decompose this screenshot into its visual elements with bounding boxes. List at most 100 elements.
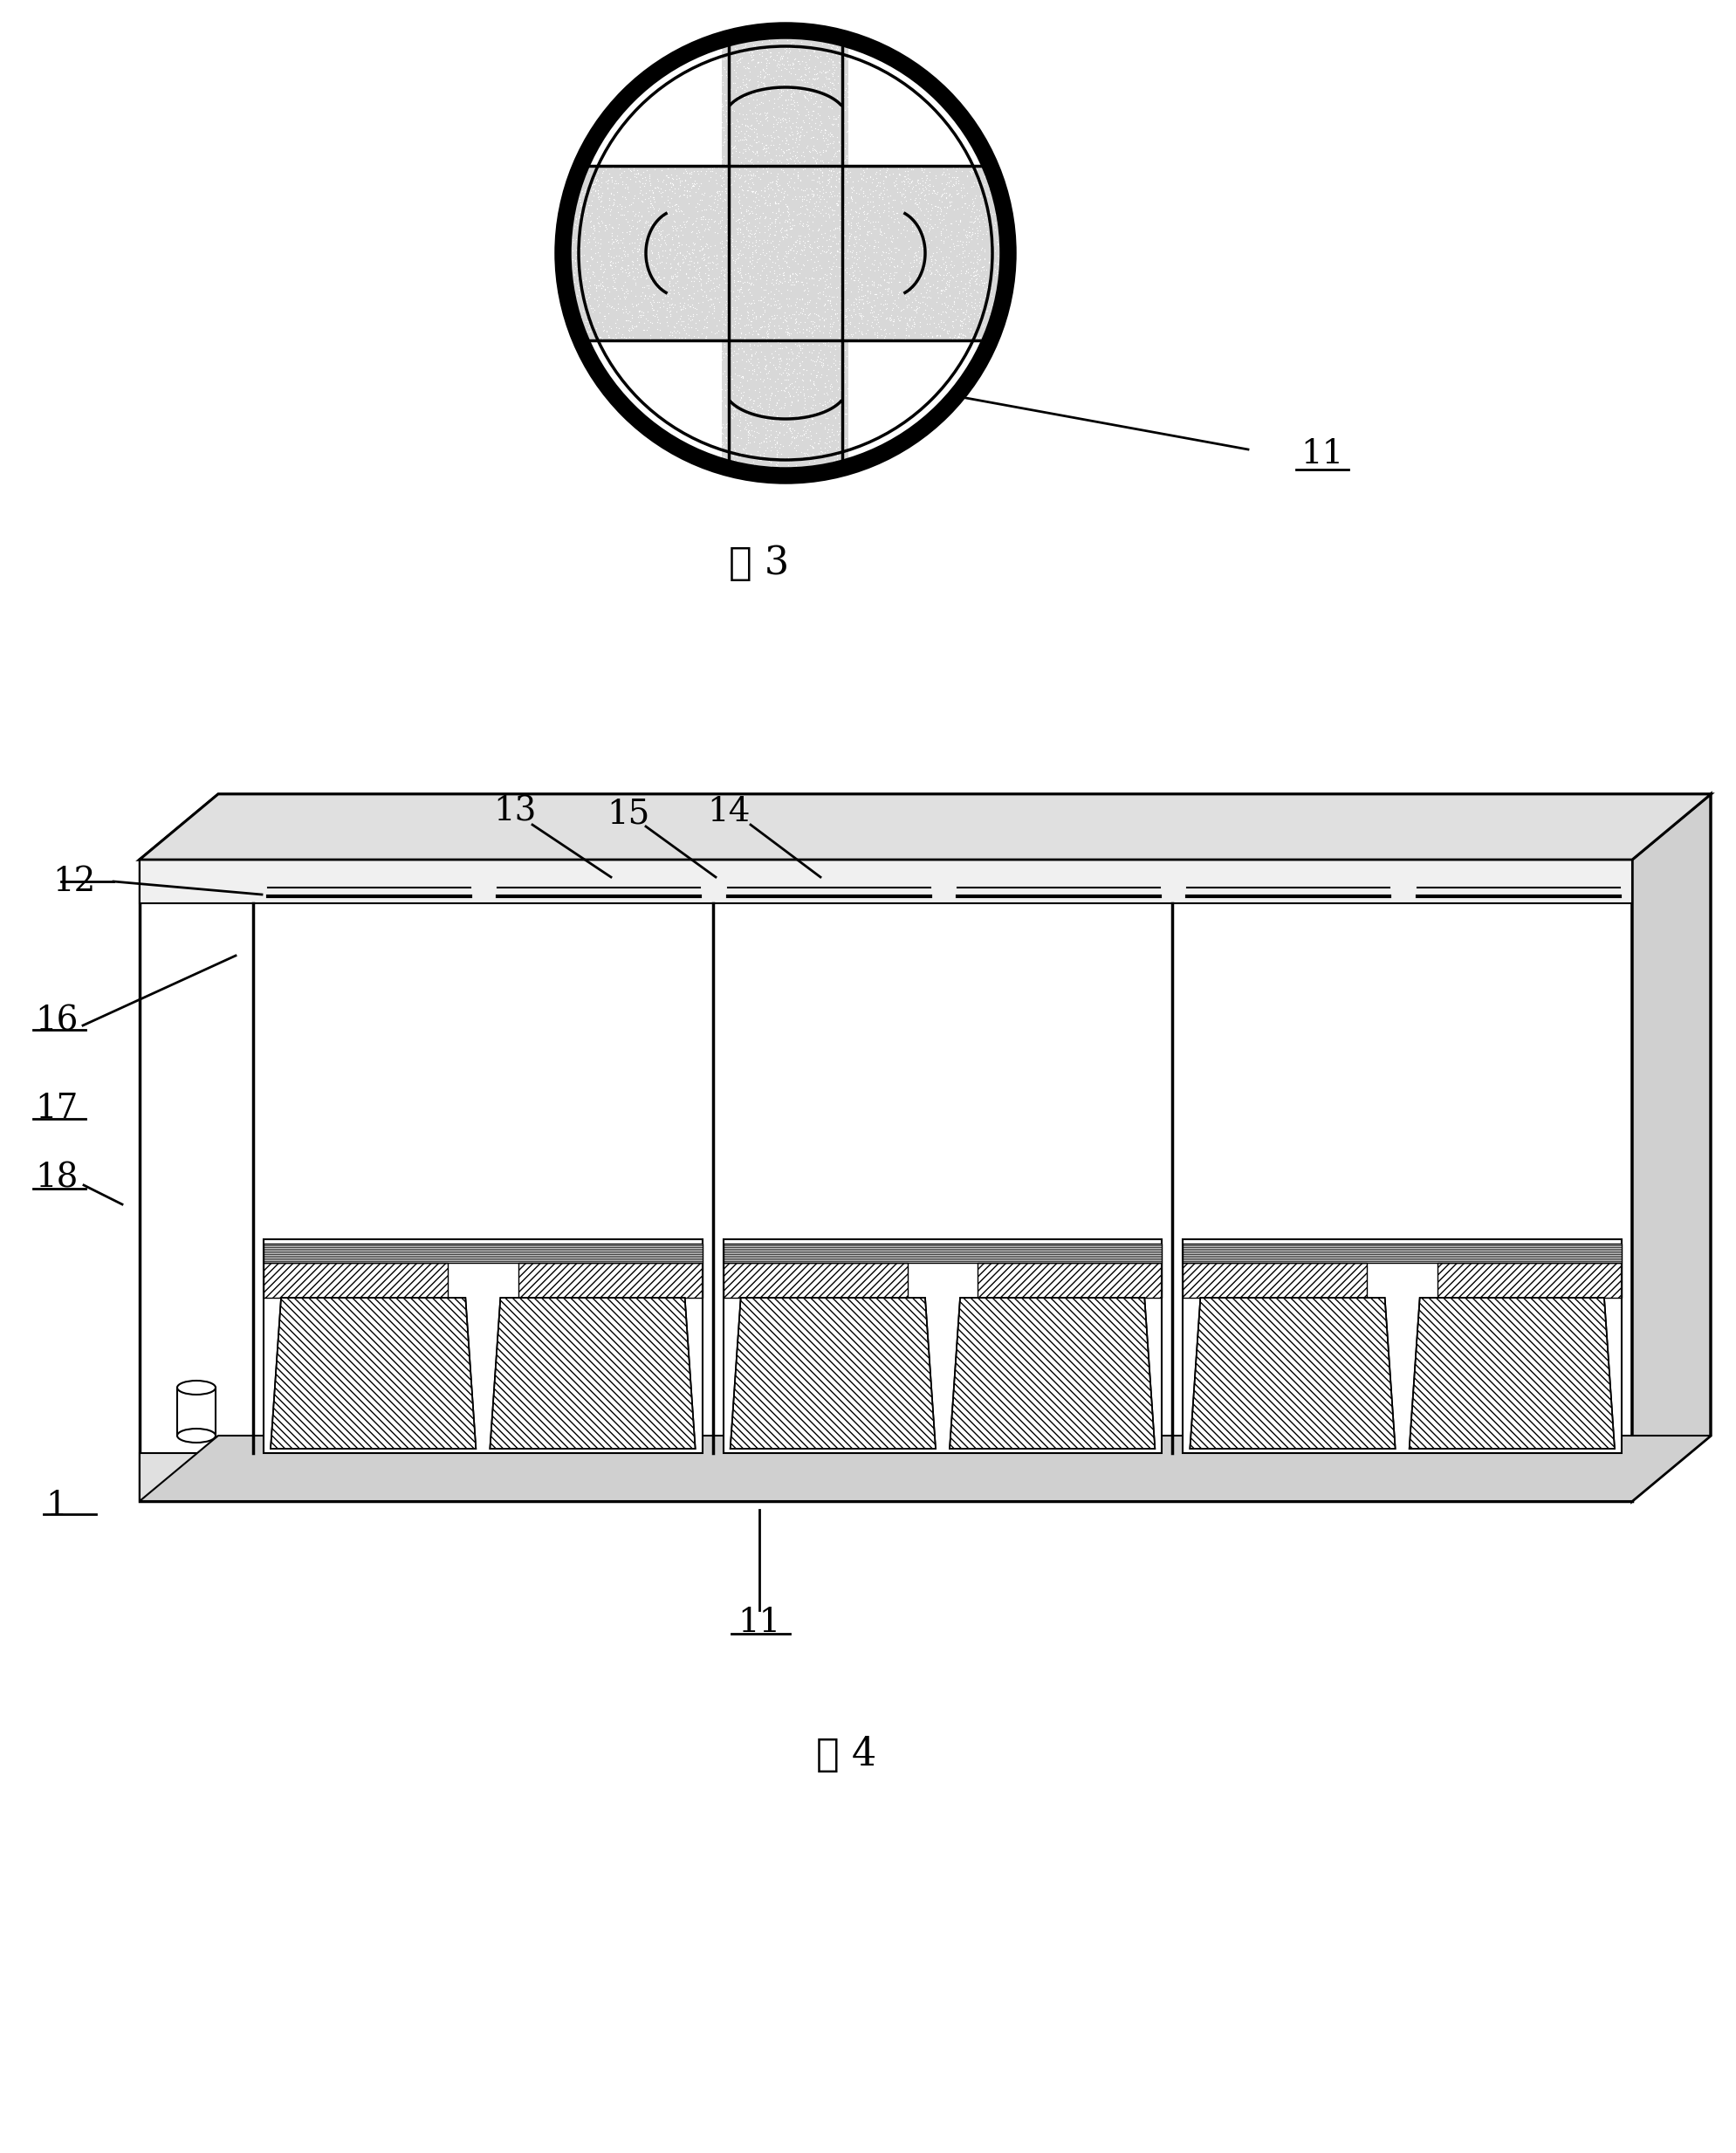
Point (764, 105, 792, 140)
Point (729, 431, 757, 465)
Point (972, 293, 1000, 327)
Point (828, 196, 856, 230)
Point (708, 424, 736, 459)
Point (809, 349, 837, 383)
Point (840, 34, 868, 69)
Point (757, 446, 785, 480)
Point (726, 273, 753, 308)
Point (887, 110, 915, 144)
Point (727, 377, 755, 411)
Point (653, 159, 681, 194)
Point (729, 172, 757, 207)
Polygon shape (271, 1298, 476, 1449)
Point (687, 284, 715, 319)
Point (693, 144, 720, 179)
Point (852, 428, 880, 463)
Point (693, 321, 720, 355)
Point (908, 140, 936, 174)
Point (658, 319, 686, 353)
Point (849, 86, 877, 121)
Point (615, 149, 642, 183)
Point (948, 226, 976, 261)
Point (698, 151, 726, 185)
Point (561, 265, 589, 299)
Point (625, 248, 653, 282)
Point (917, 269, 944, 304)
Point (866, 215, 894, 250)
Point (724, 202, 752, 237)
Point (898, 166, 925, 200)
Point (948, 340, 976, 375)
Point (712, 93, 740, 127)
Point (832, 73, 859, 108)
Point (582, 166, 609, 200)
Point (958, 153, 986, 187)
Point (837, 433, 865, 467)
Point (726, 319, 753, 353)
Point (925, 258, 953, 293)
Point (589, 205, 616, 239)
Point (733, 62, 760, 97)
Point (653, 133, 681, 168)
Point (837, 123, 865, 157)
Point (837, 250, 865, 284)
Point (595, 181, 623, 215)
Point (844, 58, 871, 93)
Point (778, 385, 806, 420)
Point (866, 360, 894, 394)
Point (686, 168, 713, 202)
Point (632, 256, 660, 291)
Point (797, 304, 825, 338)
Point (628, 269, 656, 304)
Point (781, 433, 809, 467)
Point (750, 224, 778, 258)
Point (809, 435, 837, 469)
Point (578, 172, 606, 207)
Point (759, 194, 786, 228)
Point (930, 271, 958, 306)
Point (741, 409, 769, 444)
Point (731, 58, 759, 93)
Point (734, 149, 762, 183)
Point (753, 209, 781, 243)
Point (830, 282, 858, 316)
Point (830, 321, 858, 355)
Point (856, 71, 884, 105)
Point (665, 304, 693, 338)
Point (684, 155, 712, 189)
Point (611, 181, 639, 215)
Point (738, 293, 766, 327)
Point (804, 56, 832, 90)
Point (878, 217, 906, 252)
Point (851, 179, 878, 213)
Point (847, 344, 875, 379)
Point (800, 50, 828, 84)
Point (616, 161, 644, 196)
Point (736, 196, 764, 230)
Point (766, 416, 793, 450)
Point (901, 185, 929, 220)
Point (779, 226, 807, 261)
Point (875, 189, 903, 224)
Point (665, 366, 693, 400)
Point (679, 207, 707, 241)
Point (795, 428, 823, 463)
Point (891, 396, 918, 431)
Point (918, 189, 946, 224)
Point (981, 245, 1009, 280)
Point (884, 301, 911, 336)
Point (696, 420, 724, 454)
Text: 14: 14 (707, 794, 750, 827)
Point (684, 69, 712, 103)
Point (917, 377, 944, 411)
Point (752, 97, 779, 131)
Point (648, 174, 675, 209)
Point (663, 271, 691, 306)
Point (719, 243, 746, 278)
Point (901, 293, 929, 327)
Point (908, 280, 936, 314)
Point (762, 385, 790, 420)
Point (665, 179, 693, 213)
Point (668, 243, 696, 278)
Point (644, 301, 672, 336)
